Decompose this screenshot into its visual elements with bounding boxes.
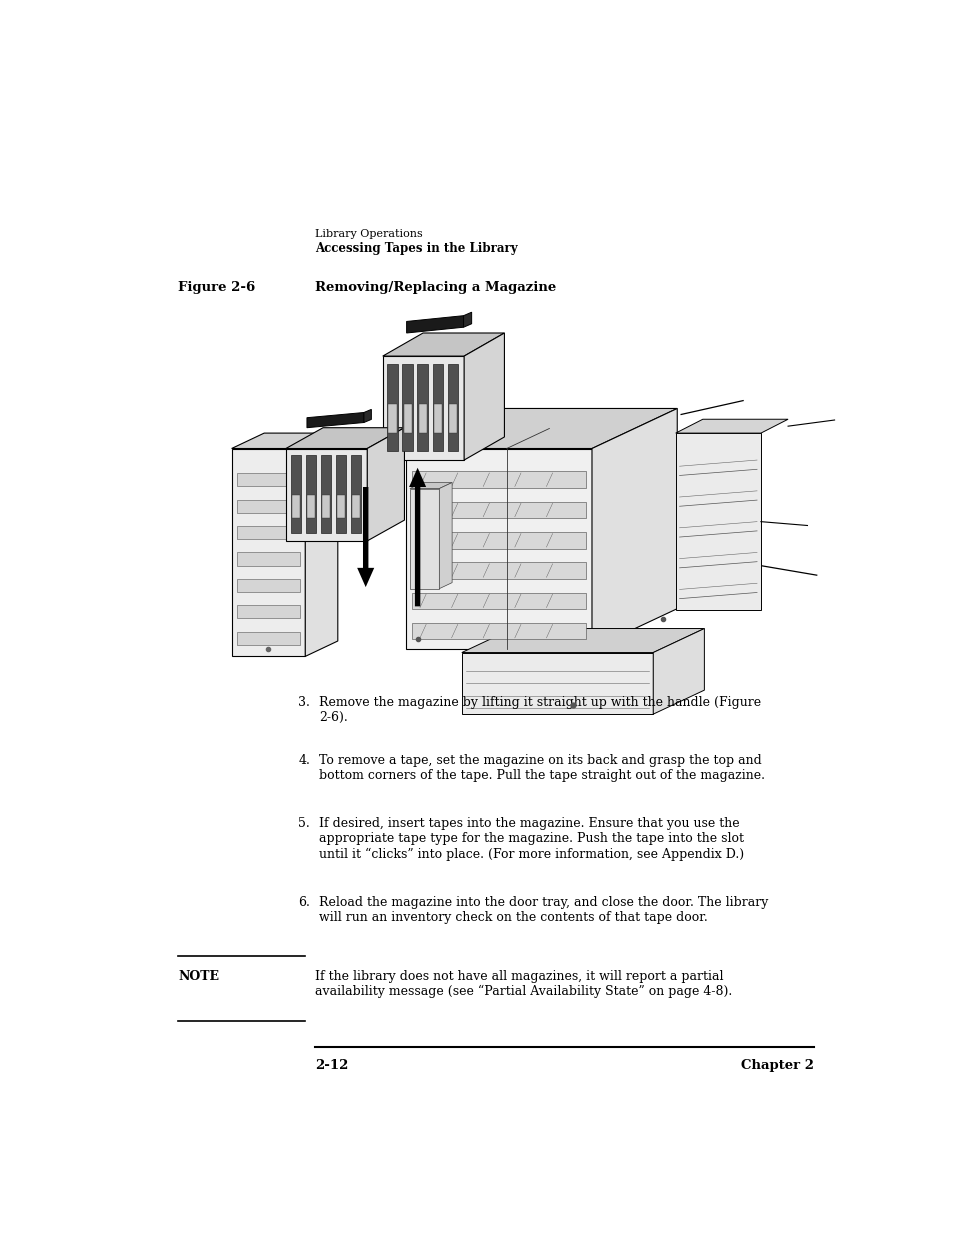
Polygon shape xyxy=(410,489,439,589)
Polygon shape xyxy=(382,356,464,461)
Bar xyxy=(403,404,412,433)
Bar xyxy=(336,495,345,517)
Bar xyxy=(412,472,585,488)
Text: 3.: 3. xyxy=(298,697,310,709)
Polygon shape xyxy=(286,448,367,541)
Polygon shape xyxy=(286,427,404,448)
Polygon shape xyxy=(675,433,760,610)
Polygon shape xyxy=(382,333,504,356)
Bar xyxy=(236,605,299,619)
Bar xyxy=(351,454,361,534)
Bar xyxy=(305,454,316,534)
Text: Accessing Tapes in the Library: Accessing Tapes in the Library xyxy=(315,242,517,256)
Bar xyxy=(236,631,299,645)
Polygon shape xyxy=(461,652,653,714)
Text: 5.: 5. xyxy=(298,818,310,830)
Bar xyxy=(320,454,331,534)
FancyArrow shape xyxy=(356,487,374,587)
Text: If the library does not have all magazines, it will report a partial
availabilit: If the library does not have all magazin… xyxy=(315,969,732,998)
Bar xyxy=(433,404,442,433)
Polygon shape xyxy=(367,427,404,541)
Bar xyxy=(447,364,457,451)
Bar xyxy=(236,526,299,540)
Bar xyxy=(236,500,299,513)
Bar xyxy=(402,364,413,451)
Bar xyxy=(352,495,360,517)
Bar xyxy=(292,495,300,517)
Polygon shape xyxy=(439,483,452,589)
Bar xyxy=(412,501,585,519)
Text: 6.: 6. xyxy=(298,895,310,909)
Bar xyxy=(418,404,427,433)
Bar xyxy=(412,562,585,579)
Text: If desired, insert tapes into the magazine. Ensure that you use the
appropriate : If desired, insert tapes into the magazi… xyxy=(319,818,743,861)
Bar xyxy=(417,364,428,451)
Bar xyxy=(412,622,585,640)
Polygon shape xyxy=(232,448,305,656)
Polygon shape xyxy=(461,629,703,652)
Bar xyxy=(448,404,456,433)
Bar xyxy=(412,593,585,609)
Bar xyxy=(236,552,299,566)
Text: Chapter 2: Chapter 2 xyxy=(740,1060,814,1072)
Polygon shape xyxy=(406,316,463,333)
Polygon shape xyxy=(653,629,703,714)
Bar xyxy=(236,579,299,592)
Bar xyxy=(335,454,346,534)
Bar xyxy=(388,404,396,433)
Text: NOTE: NOTE xyxy=(178,969,219,983)
Polygon shape xyxy=(363,409,371,422)
Polygon shape xyxy=(406,448,592,648)
Bar xyxy=(412,532,585,548)
Text: 2-12: 2-12 xyxy=(315,1060,349,1072)
Bar xyxy=(306,495,315,517)
Text: Remove the magazine by lifting it straight up with the handle (Figure
2-6).: Remove the magazine by lifting it straig… xyxy=(319,697,760,725)
Polygon shape xyxy=(307,412,363,427)
Bar xyxy=(321,495,330,517)
Polygon shape xyxy=(463,312,471,327)
Bar xyxy=(387,364,397,451)
Polygon shape xyxy=(305,433,337,656)
Polygon shape xyxy=(675,419,787,433)
FancyArrow shape xyxy=(409,468,426,606)
Text: To remove a tape, set the magazine on its back and grasp the top and
bottom corn: To remove a tape, set the magazine on it… xyxy=(319,755,764,782)
Text: 4.: 4. xyxy=(298,755,310,767)
Polygon shape xyxy=(232,433,337,448)
Text: Library Operations: Library Operations xyxy=(315,228,422,240)
Bar xyxy=(291,454,301,534)
Bar xyxy=(432,364,443,451)
Polygon shape xyxy=(592,409,677,648)
Text: Removing/Replacing a Magazine: Removing/Replacing a Magazine xyxy=(315,280,556,294)
Polygon shape xyxy=(406,409,677,448)
Text: Figure 2-6: Figure 2-6 xyxy=(178,280,255,294)
Text: Reload the magazine into the door tray, and close the door. The library
will run: Reload the magazine into the door tray, … xyxy=(319,895,768,924)
Bar xyxy=(236,473,299,487)
Polygon shape xyxy=(410,483,452,489)
Polygon shape xyxy=(464,333,504,461)
